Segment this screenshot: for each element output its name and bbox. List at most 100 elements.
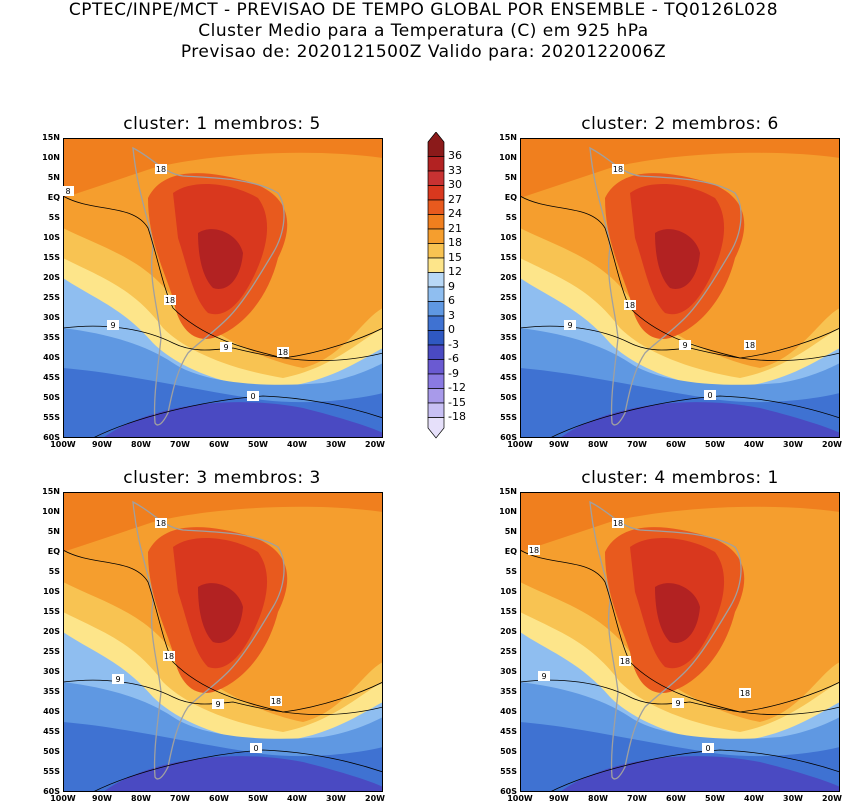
contour-label-box: [164, 295, 176, 305]
contour-label: 18: [164, 295, 176, 305]
colorbar-segment: [427, 286, 445, 302]
latitude-tick-label: 20S: [43, 273, 60, 282]
longitude-tick-label: 70W: [627, 440, 647, 449]
longitude-tick-label: 90W: [549, 794, 569, 803]
contour-label-box: [744, 340, 756, 350]
latitude-tick-label: EQ: [504, 547, 517, 556]
band-below-0: [103, 756, 383, 792]
south-america-outline: [132, 500, 285, 780]
contour-label-text: 0: [707, 391, 712, 400]
contour-label-text: 18: [740, 689, 750, 698]
header-subtitle: Cluster Medio para a Temperatura (C) em …: [198, 21, 649, 41]
longitude-tick-label: 90W: [549, 440, 569, 449]
contour-label: 18: [612, 164, 624, 174]
latitude-tick-label: 15S: [500, 607, 517, 616]
latitude-tick-label: 45S: [43, 373, 60, 382]
contour-label-box: [612, 164, 624, 174]
latitude-tick-label: 35S: [500, 333, 517, 342]
contour-label-box: [704, 390, 716, 400]
panel-title: cluster: 3 membros: 3: [123, 468, 321, 488]
latitude-tick-label: 15N: [499, 487, 517, 496]
contour-label-box: [155, 518, 167, 528]
latitude-tick-label: 45S: [500, 727, 517, 736]
contour-label: 9: [672, 698, 684, 708]
colorbar-tick-label: -6: [448, 352, 459, 366]
contour-label-box: [702, 743, 714, 753]
latitude-tick-label: 10N: [499, 153, 517, 162]
contour-label-box: [624, 300, 636, 310]
colorbar-segment: [427, 315, 445, 331]
contour-label-box: [163, 651, 175, 661]
contour-label-box: [107, 320, 119, 330]
contour-label: 18: [744, 340, 756, 350]
latitude-tick-label: EQ: [47, 547, 60, 556]
contour-9: [520, 325, 840, 362]
contour-label-text: 18: [164, 652, 174, 661]
contour-label: 9: [112, 674, 124, 684]
latitude-tick-label: EQ: [504, 193, 517, 202]
latitude-tick-label: 10N: [42, 153, 60, 162]
contour-label-text: 18: [745, 341, 755, 350]
contour-label-text: 18: [529, 546, 539, 555]
longitude-tick-label: 50W: [705, 440, 725, 449]
latitude-tick-label: 5N: [504, 527, 517, 536]
latitude-tick-label: 50S: [500, 393, 517, 402]
longitude-tick-label: 80W: [588, 440, 608, 449]
colorbar-scale: [427, 131, 445, 439]
colorbar-segment: [427, 228, 445, 244]
latitude-tick-label: 5S: [48, 213, 60, 222]
contour-label-box: [612, 518, 624, 528]
contour-0: [549, 749, 840, 792]
temperature-map: 18 18 9 9 18 0: [520, 138, 840, 438]
longitude-tick-label: 90W: [92, 440, 112, 449]
temperature-map-panel: 18 8 18 9 9 18 0: [63, 138, 383, 438]
latitude-tick-label: 40S: [43, 353, 60, 362]
longitude-tick-label: 50W: [705, 794, 725, 803]
contour-label-text: 0: [250, 392, 255, 401]
latitude-tick-label: 25S: [500, 293, 517, 302]
latitude-tick-label: 30S: [500, 313, 517, 322]
contour-label-box: [739, 688, 751, 698]
contour-label: 18: [624, 300, 636, 310]
longitude-tick-label: 100W: [507, 794, 533, 803]
latitude-tick-label: 55S: [43, 767, 60, 776]
latitude-tick-label: 35S: [500, 687, 517, 696]
contour-label: 18: [528, 545, 540, 555]
contour-label: 8: [63, 186, 74, 196]
colorbar-segment: [427, 402, 445, 418]
contour-label: 0: [702, 743, 714, 753]
latitude-tick-label: 40S: [43, 707, 60, 716]
band-below-0: [560, 756, 840, 792]
contour-label: 18: [612, 518, 624, 528]
colorbar-tick-label: 36: [448, 149, 462, 163]
contour-18: [63, 195, 383, 359]
colorbar-tick-label: 33: [448, 163, 462, 177]
latitude-tick-label: 10S: [500, 587, 517, 596]
contour-0: [92, 395, 383, 438]
band-top: [63, 138, 383, 198]
contour-label-text: 18: [625, 301, 635, 310]
longitude-tick-label: 100W: [507, 440, 533, 449]
colorbar-tick-label: -15: [448, 395, 466, 409]
contour-label-box: [672, 698, 684, 708]
latitude-tick-label: 40S: [500, 707, 517, 716]
band-top: [63, 492, 383, 552]
contour-label: 9: [679, 340, 691, 350]
map-frame: [520, 492, 840, 792]
contour-label-text: 0: [253, 744, 258, 753]
contour-label-text: 9: [110, 321, 115, 330]
longitude-tick-label: 40W: [744, 440, 764, 449]
longitude-tick-label: 60W: [666, 440, 686, 449]
latitude-tick-label: 15S: [43, 253, 60, 262]
band-30-33: [655, 229, 700, 289]
contour-label-text: 18: [613, 519, 623, 528]
contour-label-box: [538, 671, 550, 681]
temperature-map-panel: 18 18 9 9 18 0: [520, 138, 840, 438]
contour-label-text: 18: [620, 657, 630, 666]
colorbar-tick-label: 24: [448, 207, 462, 221]
band-30-33: [198, 583, 243, 643]
colorbar-segment: [427, 388, 445, 404]
figure-header: CPTEC/INPE/MCT - PREVISAO DE TEMPO GLOBA…: [0, 0, 847, 63]
latitude-tick-label: 5N: [47, 527, 60, 536]
contour-label: 9: [107, 320, 119, 330]
